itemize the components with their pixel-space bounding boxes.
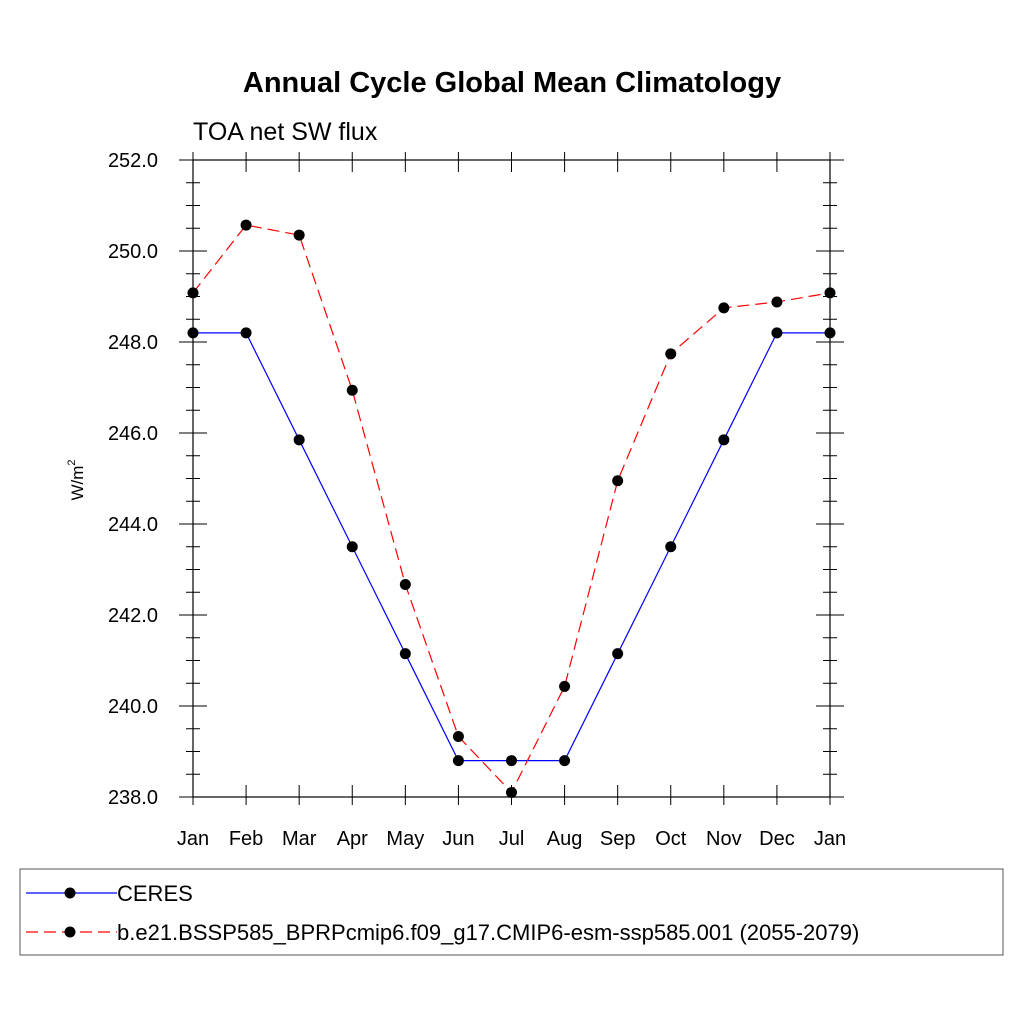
data-point: [612, 648, 624, 660]
data-point: [718, 302, 730, 314]
data-point: [293, 434, 305, 446]
y-tick-label: 252.0: [108, 150, 158, 172]
y-tick-label: 248.0: [108, 332, 158, 354]
data-point: [452, 755, 464, 767]
y-tick-labels: 238.0 240.0 242.0 244.0 246.0 248.0 250.0 252.0: [108, 150, 158, 809]
y-axis-label-superscript: 2: [66, 459, 78, 465]
legend-marker: [64, 926, 76, 938]
data-point: [665, 541, 677, 553]
data-point: [240, 219, 252, 231]
chart-title: Annual Cycle Global Mean Climatology: [243, 67, 781, 99]
data-point: [771, 296, 783, 308]
data-point: [293, 229, 305, 241]
x-tick-label: Jul: [499, 828, 525, 850]
plot-frame: [192, 159, 831, 798]
x-tick-label: May: [386, 828, 424, 850]
y-tick-label: 238.0: [108, 787, 158, 809]
x-tick-label: Jan: [814, 828, 846, 850]
axis-ticks: [179, 152, 844, 805]
data-point: [665, 348, 677, 360]
data-point: [506, 786, 517, 798]
x-tick-label: Feb: [229, 828, 263, 850]
svg-text:W/m2: W/m2: [66, 459, 87, 500]
legend: CERES b.e21.BSSP585_BPRPcmip6.f09_g17.CMI…: [19, 868, 1004, 956]
data-point: [612, 475, 624, 487]
data-point: [187, 287, 199, 299]
legend-items: CERES b.e21.BSSP585_BPRPcmip6.f09_g17.CMI…: [26, 881, 859, 945]
y-tick-label: 246.0: [108, 423, 158, 445]
legend-label: b.e21.BSSP585_BPRPcmip6.f09_g17.CMIP6-es…: [117, 920, 859, 945]
x-tick-label: Mar: [282, 828, 317, 850]
x-tick-label: Jun: [442, 828, 474, 850]
y-tick-label: 240.0: [108, 696, 158, 718]
series-line: [193, 332, 830, 762]
y-axis-label: W/m2: [66, 459, 87, 500]
x-tick-label: Jan: [177, 828, 209, 850]
data-point: [240, 327, 252, 339]
x-tick-label: Apr: [337, 828, 368, 850]
chart-subtitle: TOA net SW flux: [193, 118, 378, 146]
x-tick-label: Dec: [759, 828, 795, 850]
x-tick-label: Aug: [547, 828, 583, 850]
y-axis-label-text: W/m: [68, 466, 87, 501]
y-tick-label: 242.0: [108, 605, 158, 627]
series-line: [192, 224, 831, 794]
data-point: [559, 755, 571, 767]
x-tick-label: Oct: [655, 828, 687, 850]
series-layer: [187, 219, 836, 798]
legend-box: [19, 868, 1004, 956]
data-point: [399, 648, 411, 660]
x-tick-label: Sep: [600, 828, 636, 850]
data-point: [559, 680, 571, 692]
legend-marker: [64, 887, 76, 899]
data-point: [824, 327, 836, 339]
x-tick-label: Nov: [706, 828, 742, 850]
data-point: [346, 541, 358, 553]
data-point: [824, 287, 836, 299]
legend-item-1: CERES: [26, 881, 193, 906]
y-tick-label: 250.0: [108, 241, 158, 263]
legend-label: CERES: [117, 881, 193, 906]
y-tick-label: 244.0: [108, 514, 158, 536]
data-point: [399, 579, 411, 591]
data-point: [452, 730, 464, 742]
data-point: [506, 755, 517, 767]
x-tick-labels: Jan Feb Mar Apr May Jun Jul Aug Sep Oct Nov Dec Jan: [177, 828, 846, 850]
data-point: [187, 327, 199, 339]
data-point: [718, 434, 730, 446]
series-2: [187, 219, 836, 798]
data-point: [771, 327, 783, 339]
data-point: [346, 384, 358, 396]
series-1: [187, 327, 836, 767]
legend-item-2: b.e21.BSSP585_BPRPcmip6.f09_g17.CMIP6-es…: [26, 920, 859, 945]
